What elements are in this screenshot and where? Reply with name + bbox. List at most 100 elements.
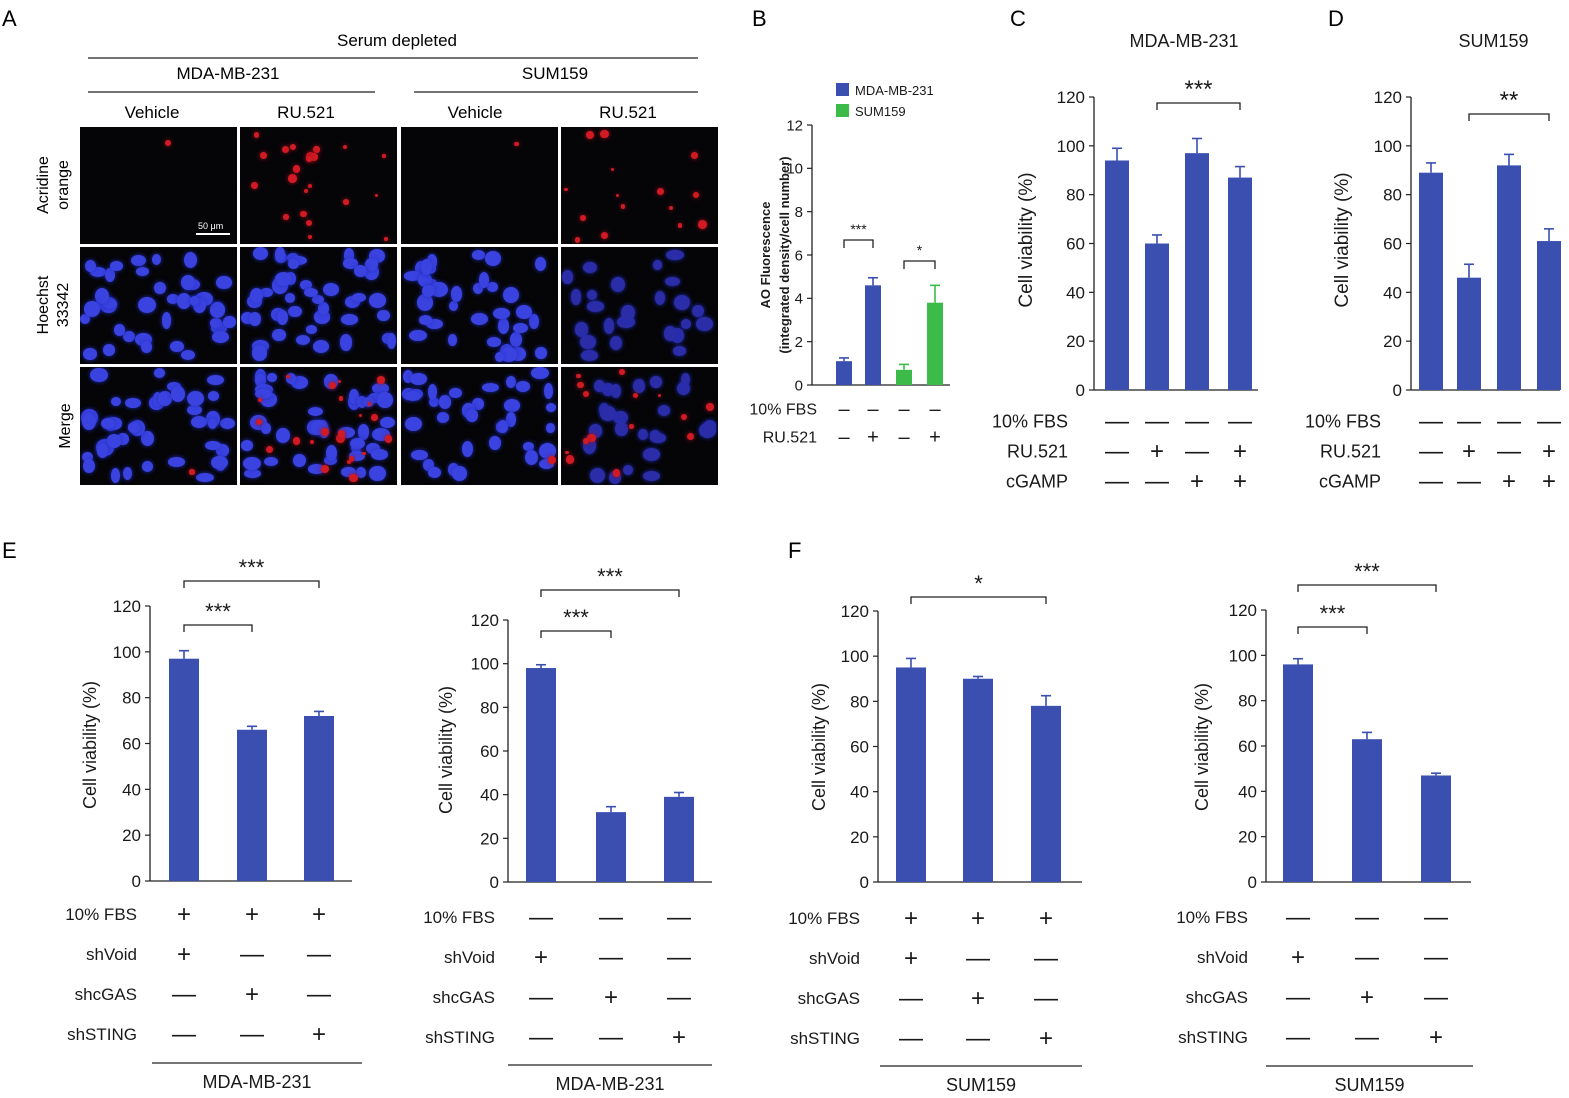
row-label-hoechst-2: 33342 <box>55 283 72 328</box>
significance-bracket <box>183 580 320 588</box>
condition-label: 10% FBS <box>788 909 860 928</box>
nucleus-dot <box>284 293 295 304</box>
chart-d: 0 20 40 60 80 100 120 Cell viability (%) SUM159 *… <box>1305 31 1561 495</box>
condition-sign: + <box>971 985 985 1012</box>
nucleus-dot <box>356 395 367 408</box>
nucleus-dot <box>427 254 437 269</box>
lysosome-dot <box>565 450 569 455</box>
nucleus-dot <box>131 255 146 267</box>
lysosome-dot <box>320 427 330 437</box>
nucleus-dot <box>181 349 196 360</box>
nucleus-dot <box>141 341 152 353</box>
nucleus-dot <box>691 304 704 318</box>
panel-a-cell-line-2: SUM159 <box>522 64 588 83</box>
significance-label: *** <box>563 605 589 630</box>
nucleus-dot <box>366 443 380 455</box>
lysosome-dot <box>309 439 315 445</box>
condition-sign: — <box>1286 904 1310 931</box>
nucleus-dot <box>103 299 118 309</box>
condition-sign: + <box>312 901 326 928</box>
y-tick-label: 80 <box>1383 186 1402 205</box>
lysosome-dot <box>286 374 290 379</box>
micrograph-tile <box>561 127 718 244</box>
y-tick-label: 40 <box>480 786 499 805</box>
y-tick-label: 120 <box>1229 601 1257 620</box>
nucleus-dot <box>531 367 549 380</box>
footer-label: MDA-MB-231 <box>202 1072 311 1092</box>
nucleus-dot <box>423 459 435 471</box>
nucleus-dot <box>447 334 457 346</box>
nucleus-dot <box>418 273 433 288</box>
bar <box>1537 241 1561 390</box>
chart-b: 0 2 4 6 8 10 12 AO Fluorescence (integrated dens… <box>749 83 950 449</box>
legend-label: SUM159 <box>855 104 906 119</box>
bar <box>1457 277 1481 390</box>
condition-sign: + <box>534 944 548 971</box>
lysosome-dot <box>576 373 581 379</box>
lysosome-dot <box>306 156 313 163</box>
row-label-orange: orange <box>55 160 72 210</box>
lysosome-dot <box>309 152 319 161</box>
lysosome-dot <box>255 419 262 426</box>
significance-label: *** <box>850 221 867 237</box>
lysosome-dot <box>304 189 309 194</box>
nucleus-dot <box>111 396 122 406</box>
nucleus-dot <box>478 271 490 289</box>
chart-title: SUM159 <box>1458 31 1528 51</box>
chart-f2: 0 20 40 60 80 100 120 Cell viability (%) *** *** 1… <box>1176 559 1473 1095</box>
nucleus-dot <box>497 318 510 335</box>
panel-a-title: Serum depleted <box>337 31 457 50</box>
condition-sign: + <box>1190 468 1204 495</box>
condition-label: RU.521 <box>1007 441 1068 461</box>
condition-sign: — <box>1145 408 1169 435</box>
nucleus-dot <box>499 347 517 362</box>
footer-label: SUM159 <box>1334 1075 1404 1095</box>
condition-sign: — <box>307 981 331 1008</box>
y-tick-label: 60 <box>480 742 499 761</box>
nucleus-dot <box>377 309 390 322</box>
y-axis-label: Cell viability (%) <box>1192 683 1212 811</box>
nucleus-dot <box>680 372 691 387</box>
condition-sign: — <box>1424 904 1448 931</box>
condition-label: shVoid <box>86 945 137 964</box>
bar <box>169 658 199 881</box>
chart-title: MDA-MB-231 <box>1129 31 1238 51</box>
lysosome-dot <box>677 223 683 229</box>
y-axis-label-line: Cell viability (%) <box>1016 172 1037 307</box>
lysosome-dot <box>260 151 268 159</box>
nucleus-dot <box>350 437 365 449</box>
nucleus-dot <box>472 250 486 260</box>
condition-sign: — <box>1419 408 1443 435</box>
condition-sign: – <box>838 399 850 421</box>
chart-c: 0 20 40 60 80 100 120 Cell viability (%) MDA-MB-… <box>992 31 1258 495</box>
nucleus-dot <box>538 459 554 470</box>
condition-sign: + <box>245 981 259 1008</box>
y-tick-label: 80 <box>122 689 141 708</box>
condition-label: RU.521 <box>763 430 817 447</box>
y-tick-label: 40 <box>1238 782 1257 801</box>
nucleus-dot <box>142 461 154 473</box>
nucleus-dot <box>698 423 717 438</box>
nucleus-dot <box>666 249 684 261</box>
lysosome-dot <box>164 139 171 146</box>
panel-a-treatment-3: Vehicle <box>448 103 503 122</box>
significance-label: * <box>917 242 923 258</box>
nucleus-dot <box>410 373 428 385</box>
nucleus-dot <box>355 467 366 478</box>
y-axis-label-line: AO Fluorescence <box>758 202 773 309</box>
condition-label: shSTING <box>67 1025 137 1044</box>
bar <box>237 729 267 881</box>
nucleus-dot <box>614 422 628 436</box>
condition-label: shcGAS <box>1186 988 1248 1007</box>
condition-sign: — <box>529 984 553 1011</box>
bar <box>1283 664 1313 882</box>
row-label-hoechst-1: Hoechst <box>35 275 52 334</box>
nucleus-dot <box>187 404 202 415</box>
condition-sign: + <box>1039 1025 1053 1052</box>
lysosome-dot <box>308 235 312 239</box>
condition-label: shVoid <box>444 948 495 967</box>
condition-label: RU.521 <box>1320 441 1381 461</box>
nucleus-dot <box>516 305 532 319</box>
nucleus-dot <box>579 334 596 350</box>
nucleus-dot <box>420 259 432 275</box>
